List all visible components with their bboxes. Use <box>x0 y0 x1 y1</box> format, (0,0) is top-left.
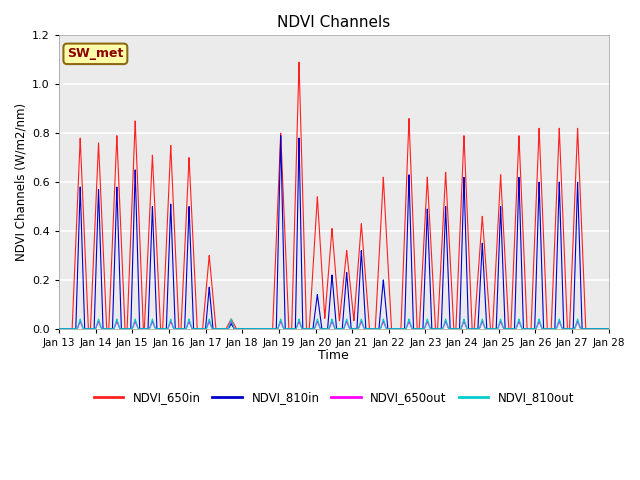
NDVI_650out <box>188 324 195 330</box>
X-axis label: Time: Time <box>319 349 349 362</box>
Y-axis label: NDVI Channels (W/m2/nm): NDVI Channels (W/m2/nm) <box>15 103 28 261</box>
Text: SW_met: SW_met <box>67 48 124 60</box>
NDVI_650out <box>55 326 63 332</box>
NDVI_650out <box>605 326 612 332</box>
Legend: NDVI_650in, NDVI_810in, NDVI_650out, NDVI_810out: NDVI_650in, NDVI_810in, NDVI_650out, NDV… <box>89 386 579 408</box>
NDVI_810out <box>93 324 100 329</box>
NDVI_810out <box>442 316 449 322</box>
NDVI_810in <box>353 320 361 326</box>
NDVI_810out <box>188 323 195 329</box>
Line: NDVI_650in: NDVI_650in <box>59 62 609 329</box>
NDVI_810in <box>605 326 612 332</box>
NDVI_810in <box>93 256 100 262</box>
NDVI_650in <box>55 326 63 332</box>
NDVI_650in <box>353 274 361 280</box>
NDVI_650out <box>386 326 394 332</box>
NDVI_810out <box>353 326 361 332</box>
NDVI_810in <box>463 278 471 284</box>
NDVI_810out <box>463 326 471 332</box>
NDVI_650in <box>93 191 100 197</box>
Title: NDVI Channels: NDVI Channels <box>277 15 390 30</box>
NDVI_650in <box>605 326 612 332</box>
NDVI_650in <box>386 300 394 306</box>
NDVI_650in <box>295 60 303 65</box>
Line: NDVI_650out: NDVI_650out <box>59 322 609 329</box>
NDVI_650out <box>266 326 273 332</box>
NDVI_810in <box>266 326 273 332</box>
NDVI_810out <box>266 326 273 332</box>
NDVI_810in <box>277 133 285 139</box>
NDVI_650in <box>188 200 195 206</box>
Line: NDVI_810out: NDVI_810out <box>59 319 609 329</box>
NDVI_810in <box>55 326 63 332</box>
NDVI_650in <box>463 205 471 211</box>
NDVI_810out <box>55 326 63 332</box>
Line: NDVI_810in: NDVI_810in <box>59 136 609 329</box>
NDVI_810out <box>605 326 612 332</box>
NDVI_810in <box>386 326 394 332</box>
NDVI_650out <box>463 326 471 332</box>
NDVI_650out <box>93 324 100 330</box>
NDVI_650out <box>442 319 449 324</box>
NDVI_810out <box>386 326 394 332</box>
NDVI_810in <box>188 263 195 269</box>
NDVI_650in <box>266 326 273 332</box>
NDVI_650out <box>353 326 361 332</box>
